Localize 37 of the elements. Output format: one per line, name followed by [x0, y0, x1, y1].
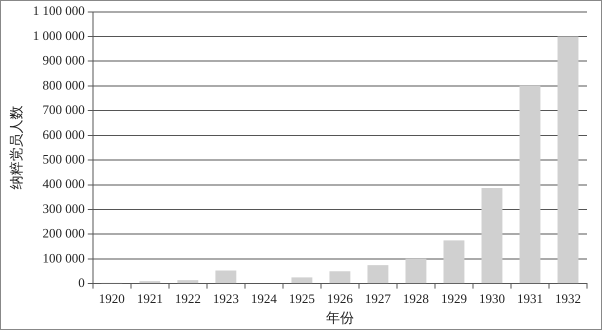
x-tick-label: 1927 [364, 290, 392, 306]
x-tick-label: 1931 [516, 290, 543, 306]
x-tick-label: 1923 [212, 290, 239, 306]
x-tick-label: 1925 [288, 290, 315, 306]
x-tick-label: 1921 [136, 290, 163, 306]
bar [405, 258, 426, 284]
y-tick-label: 400 000 [42, 176, 85, 192]
bar [558, 36, 578, 284]
y-tick-label: 600 000 [42, 126, 85, 142]
bar [367, 265, 388, 284]
y-tick-label: 1 000 000 [32, 28, 85, 43]
x-tick-label: 1920 [98, 290, 125, 306]
x-tick-label: 1930 [478, 290, 505, 306]
x-tick-label: 1922 [174, 290, 201, 306]
x-tick-label: 1924 [250, 290, 278, 306]
y-tick-label: 700 000 [42, 102, 85, 118]
bar [215, 270, 236, 284]
y-tick-label: 200 000 [42, 226, 85, 241]
y-tick-label: 500 000 [42, 151, 85, 166]
bar [329, 271, 350, 284]
y-axis-title: 纳粹党员人数 [9, 106, 26, 190]
bar [443, 240, 464, 284]
bar [177, 280, 198, 284]
x-tick-label: 1926 [326, 290, 354, 306]
y-tick-label: 300 000 [42, 200, 85, 216]
bar [482, 188, 502, 284]
bar [291, 277, 312, 284]
x-tick-label: 1928 [402, 290, 429, 306]
x-tick-label: 1929 [440, 290, 467, 306]
y-tick-label: 100 000 [42, 250, 85, 266]
y-tick-label: 900 000 [42, 52, 85, 68]
x-tick-label: 1932 [554, 290, 581, 306]
y-tick-label: 1 100 000 [32, 3, 85, 18]
bar [520, 86, 540, 284]
x-axis-title: 年份 [326, 310, 354, 326]
y-tick-label: 800 000 [42, 77, 85, 92]
y-tick-label: 0 [78, 275, 85, 290]
